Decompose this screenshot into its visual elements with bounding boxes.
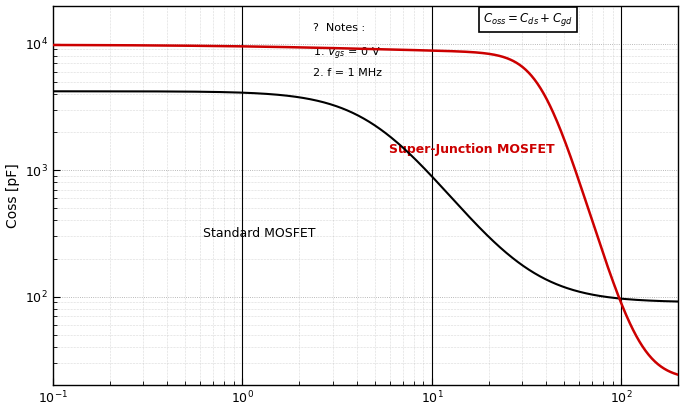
Y-axis label: Coss [pF]: Coss [pF] bbox=[5, 163, 20, 228]
Text: Super-Junction MOSFET: Super-Junction MOSFET bbox=[389, 143, 555, 156]
Text: 1. $V_{gs}$ = 0 V: 1. $V_{gs}$ = 0 V bbox=[313, 45, 380, 62]
Text: Standard MOSFET: Standard MOSFET bbox=[203, 227, 315, 240]
Text: $C_{oss}=C_{ds}+C_{gd}$: $C_{oss}=C_{ds}+C_{gd}$ bbox=[484, 11, 573, 28]
Text: ?  Notes :: ? Notes : bbox=[313, 23, 365, 33]
Text: 2. f = 1 MHz: 2. f = 1 MHz bbox=[313, 68, 382, 78]
